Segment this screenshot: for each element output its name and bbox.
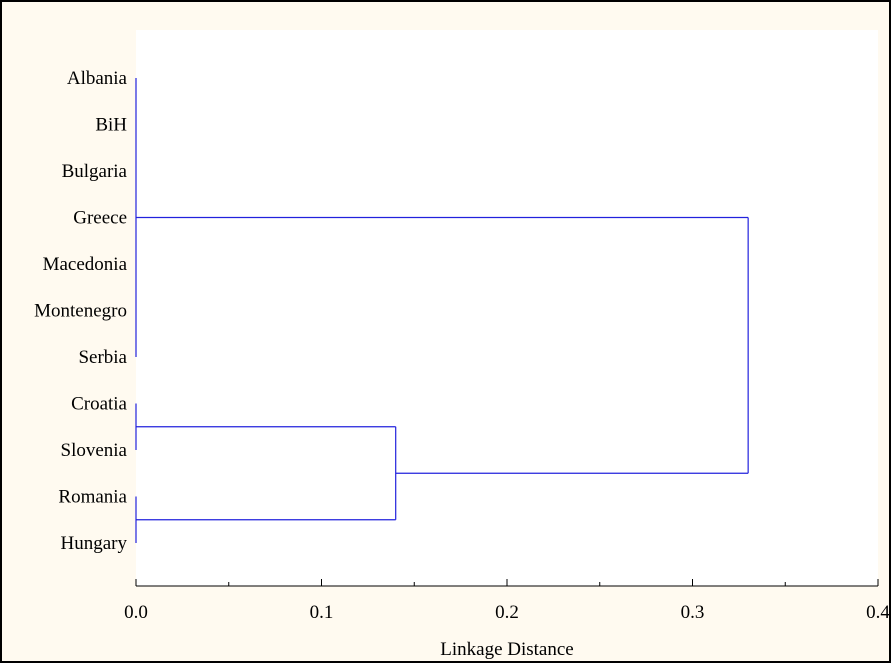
leaf-label-albania: Albania [67,68,128,89]
leaf-label-serbia: Serbia [78,347,127,368]
leaf-label-croatia: Croatia [71,394,127,415]
dendrogram-links [135,78,749,543]
leaf-label-bih: BiH [95,115,127,136]
leaf-labels: Albania BiH Bulgaria Greece Macedonia Montene… [34,68,127,554]
x-tick-label-4: 0.4 [866,602,890,623]
leaf-label-romania: Romania [58,487,127,508]
leaf-label-bulgaria: Bulgaria [62,161,128,182]
leaf-label-greece: Greece [73,208,127,229]
leaf-label-slovenia: Slovenia [61,440,128,461]
plot-area [136,30,878,586]
x-tick-label-2: 0.2 [495,602,519,623]
x-tick-label-0: 0.0 [124,602,148,623]
x-axis-title: Linkage Distance [440,639,573,660]
leaf-label-montenegro: Montenegro [34,301,127,322]
leaf-label-macedonia: Macedonia [43,254,128,275]
x-axis-ticks: 0.0 0.1 0.2 0.3 0.4 [124,579,890,623]
x-tick-label-1: 0.1 [310,602,334,623]
x-tick-label-3: 0.3 [681,602,705,623]
leaf-label-hungary: Hungary [61,533,128,554]
